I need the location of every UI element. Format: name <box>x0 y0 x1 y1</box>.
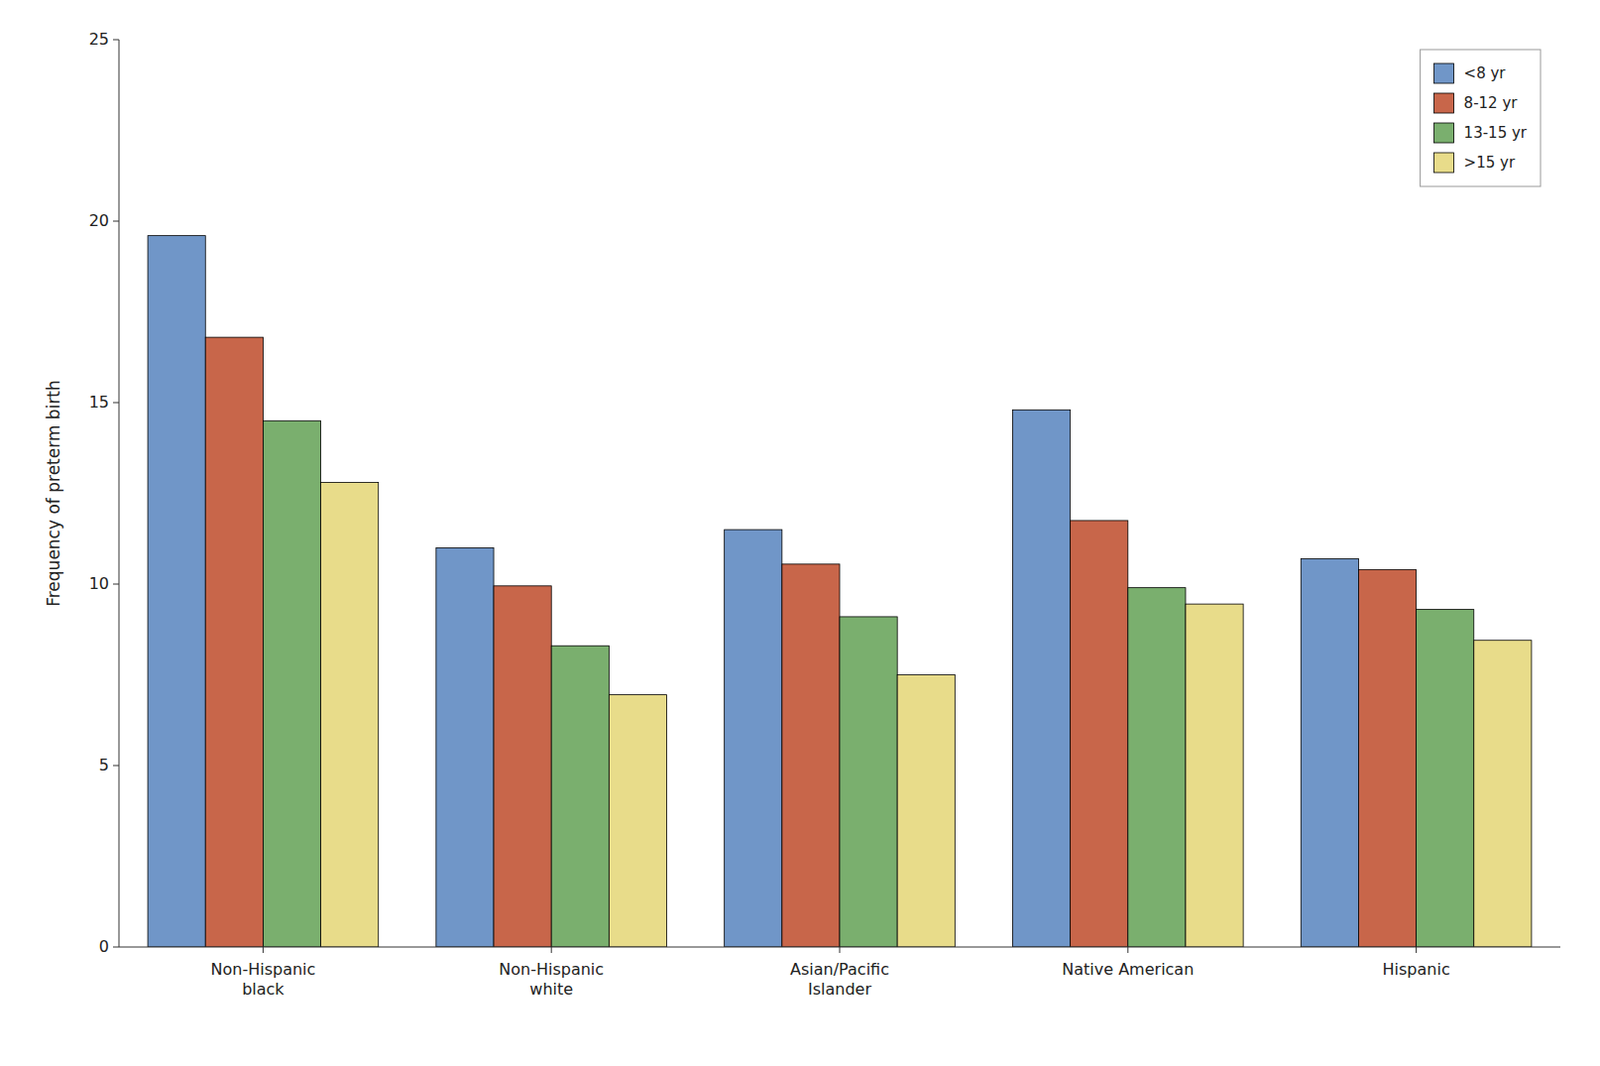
y-tick <box>113 402 119 404</box>
legend-swatch <box>1434 152 1455 173</box>
bar <box>262 420 321 947</box>
chart-svg: 0 5 10 15 20 25 Non-Hispanicblack Non-Hispanicw… <box>0 0 1600 1066</box>
bars <box>147 235 1532 947</box>
x-tick-label: Non-Hispanicblack <box>210 959 316 999</box>
axes: 0 5 10 15 20 25 Non-Hispanicblack Non-Hispanicw… <box>89 29 1561 1000</box>
bar <box>839 616 898 947</box>
bar <box>1300 558 1359 947</box>
y-tick-label: 15 <box>89 392 110 412</box>
x-tick-label: Non-Hispanicwhite <box>498 959 604 999</box>
bar <box>205 337 263 947</box>
x-tick-label: Native American <box>1061 959 1194 979</box>
legend-swatch <box>1434 122 1455 143</box>
bar <box>493 585 552 947</box>
y-tick <box>113 583 119 585</box>
legend-label: 8-12 yr <box>1464 94 1519 113</box>
x-tick <box>1415 946 1417 953</box>
bar <box>1185 603 1244 947</box>
x-tick <box>839 946 841 953</box>
y-tick <box>113 39 119 41</box>
bar <box>321 482 379 947</box>
x-tick-label: Asian/PacificIslander <box>790 959 890 999</box>
bar <box>782 564 840 947</box>
legend-swatch <box>1434 63 1455 84</box>
bar <box>436 547 494 947</box>
chart-container: 0 5 10 15 20 25 Non-Hispanicblack Non-Hispanicw… <box>0 0 1600 1066</box>
y-tick-label: 5 <box>99 755 110 775</box>
y-axis-line <box>118 39 120 947</box>
bar <box>147 235 206 947</box>
y-tick-label: 20 <box>89 211 110 230</box>
x-tick <box>551 946 553 953</box>
bar <box>551 645 609 947</box>
legend-label: 13-15 yr <box>1464 123 1528 142</box>
y-tick <box>113 946 119 948</box>
bar <box>608 694 667 947</box>
x-tick <box>262 946 264 953</box>
bar <box>897 675 955 948</box>
y-tick-label: 10 <box>89 573 110 593</box>
bar <box>1012 409 1070 947</box>
x-tick-label: Hispanic <box>1382 959 1451 979</box>
legend-frame <box>1420 49 1541 187</box>
y-tick-label: 25 <box>89 29 110 49</box>
legend-label: >15 yr <box>1464 153 1516 172</box>
y-tick-label: 0 <box>99 936 110 956</box>
legend-label: <8 yr <box>1464 64 1507 83</box>
bar <box>1416 609 1475 947</box>
bar <box>1128 587 1186 947</box>
y-axis-label: Frequency of preterm birth <box>43 379 64 607</box>
bar <box>1358 569 1416 947</box>
bar <box>1070 520 1129 947</box>
y-tick <box>113 765 119 767</box>
y-tick <box>113 221 119 223</box>
bar <box>1474 640 1532 947</box>
legend-swatch <box>1434 93 1455 114</box>
x-tick <box>1127 946 1129 953</box>
legend: <8 yr 8-12 yr 13-15 yr >15 yr <box>1420 49 1541 187</box>
bar <box>724 529 783 947</box>
